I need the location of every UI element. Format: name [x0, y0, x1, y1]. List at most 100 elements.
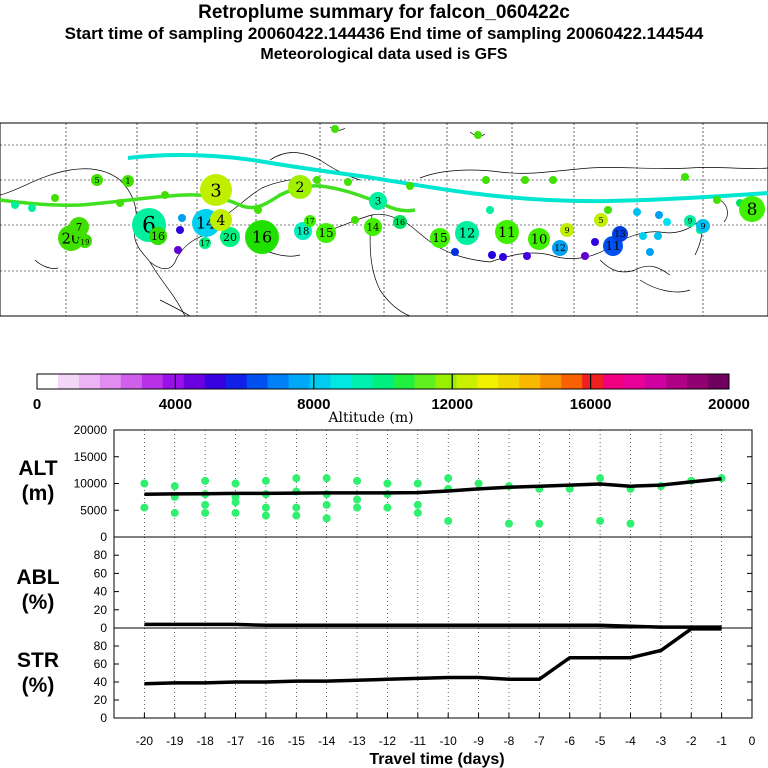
colorbar-cell	[393, 374, 415, 389]
y-tick-label: 40	[94, 675, 108, 689]
altitude-point	[322, 514, 331, 523]
coastlines	[0, 126, 768, 317]
y-tick-label: 10000	[74, 477, 108, 491]
y-tick-label: 15000	[74, 450, 108, 464]
map-marker-dot	[681, 173, 689, 181]
y-tick-label: 20	[94, 693, 108, 707]
map-marker-dot	[486, 206, 494, 214]
map-marker	[495, 220, 519, 244]
map-marker-label: 15	[432, 231, 447, 245]
map-marker-dot	[591, 238, 599, 246]
altitude-point	[261, 476, 270, 485]
altitude-point	[353, 476, 362, 485]
map-marker	[288, 175, 312, 199]
x-tick-label: 0	[749, 734, 756, 748]
map-marker	[455, 221, 479, 245]
altitude-point	[231, 479, 240, 488]
colorbar-cell	[666, 374, 688, 389]
map-marker-label: 15	[318, 226, 333, 240]
y-tick-label: 0	[100, 621, 107, 635]
series-line-str	[144, 627, 722, 686]
x-tick-label: -10	[440, 734, 458, 748]
map-marker	[199, 237, 211, 249]
altitude-point	[413, 508, 422, 517]
map-marker	[739, 196, 765, 222]
x-tick-label: -13	[348, 734, 366, 748]
map-marker	[560, 223, 574, 237]
map-marker	[316, 223, 336, 243]
panel-label: (%)	[22, 591, 55, 614]
map-marker-label: 8	[747, 200, 758, 220]
map-marker-label: 17	[306, 217, 315, 225]
panel-str: 80 60 40 20 0 STR(%)	[17, 627, 753, 725]
altitude-colorbar: 0 4000 8000 12000 16000 20000 Altitude (m)	[33, 373, 750, 426]
y-tick-label: 80	[94, 639, 108, 653]
colorbar-tick-label: 16000	[570, 396, 612, 413]
x-tick-label: -6	[564, 734, 575, 748]
map-marker-label: 9	[700, 222, 705, 231]
panel-label: STR	[17, 649, 59, 672]
map-marker-dot	[523, 252, 531, 260]
map-marker-dot	[499, 253, 507, 261]
map-marker	[200, 174, 232, 206]
map-marker-label: 16	[252, 228, 272, 247]
map-marker	[393, 215, 407, 229]
map-marker	[364, 218, 382, 236]
colorbar-cell	[141, 374, 164, 389]
map-marker	[122, 175, 134, 187]
colorbar-cell	[561, 374, 583, 389]
colorbar-cell	[708, 374, 730, 389]
series-line-abl	[144, 622, 722, 629]
x-tick-label: -9	[473, 734, 484, 748]
map-marker-dot	[521, 176, 529, 184]
x-tick-label: -3	[656, 734, 667, 748]
map-marker-dot	[581, 252, 589, 260]
colorbar-cell	[288, 374, 311, 389]
altitude-point	[201, 508, 210, 517]
altitude-point	[292, 503, 301, 512]
map-marker	[69, 217, 89, 237]
map-marker-label: 10	[531, 233, 548, 248]
sampling-times: Start time of sampling 20060422.144436 E…	[64, 24, 704, 43]
map-marker-label: 9	[564, 226, 569, 235]
altitude-point	[383, 479, 392, 488]
map-marker-dot	[713, 196, 721, 204]
y-tick-label: 0	[100, 711, 107, 725]
panel-frame	[113, 627, 753, 719]
y-tick-label: 0	[100, 530, 107, 544]
map-marker-dot	[451, 248, 459, 256]
colorbar-cell	[519, 374, 541, 389]
colorbar-cell	[37, 374, 59, 389]
map-marker-label: 13	[614, 230, 626, 240]
colorbar-cell	[225, 374, 248, 389]
x-tick-label: -1	[716, 734, 727, 748]
colorbar-cell	[477, 374, 499, 389]
map-marker-dot	[313, 176, 321, 184]
colorbar-cell	[78, 374, 101, 389]
colorbar-cell	[582, 374, 604, 389]
map-marker-dot	[331, 125, 339, 133]
colorbar-cell	[267, 374, 290, 389]
map-marker-label: 18	[297, 227, 310, 238]
colorbar-cell	[687, 374, 709, 389]
map-marker-dot	[254, 206, 262, 214]
colorbar-cell	[57, 374, 80, 389]
colorbar-tick-label: 8000	[297, 396, 330, 413]
map-marker	[149, 227, 167, 245]
map-marker-dot	[654, 232, 662, 240]
altitude-point	[535, 519, 544, 528]
map-marker-dot	[604, 206, 612, 214]
colorbar-cell	[330, 374, 353, 389]
map-marker-label: 3	[210, 180, 221, 201]
panel-frame	[113, 536, 753, 629]
colorbar-tick-label: 4000	[159, 396, 192, 413]
colorbar-frame	[36, 373, 730, 390]
colorbar-cell	[372, 374, 394, 389]
map-marker-label: 19	[81, 238, 90, 246]
map-marker-label: 16	[395, 218, 405, 227]
colorbar-cell	[351, 374, 374, 389]
colorbar-cell	[162, 374, 185, 389]
colorbar-cell	[540, 374, 562, 389]
map-marker-dot	[344, 178, 352, 186]
